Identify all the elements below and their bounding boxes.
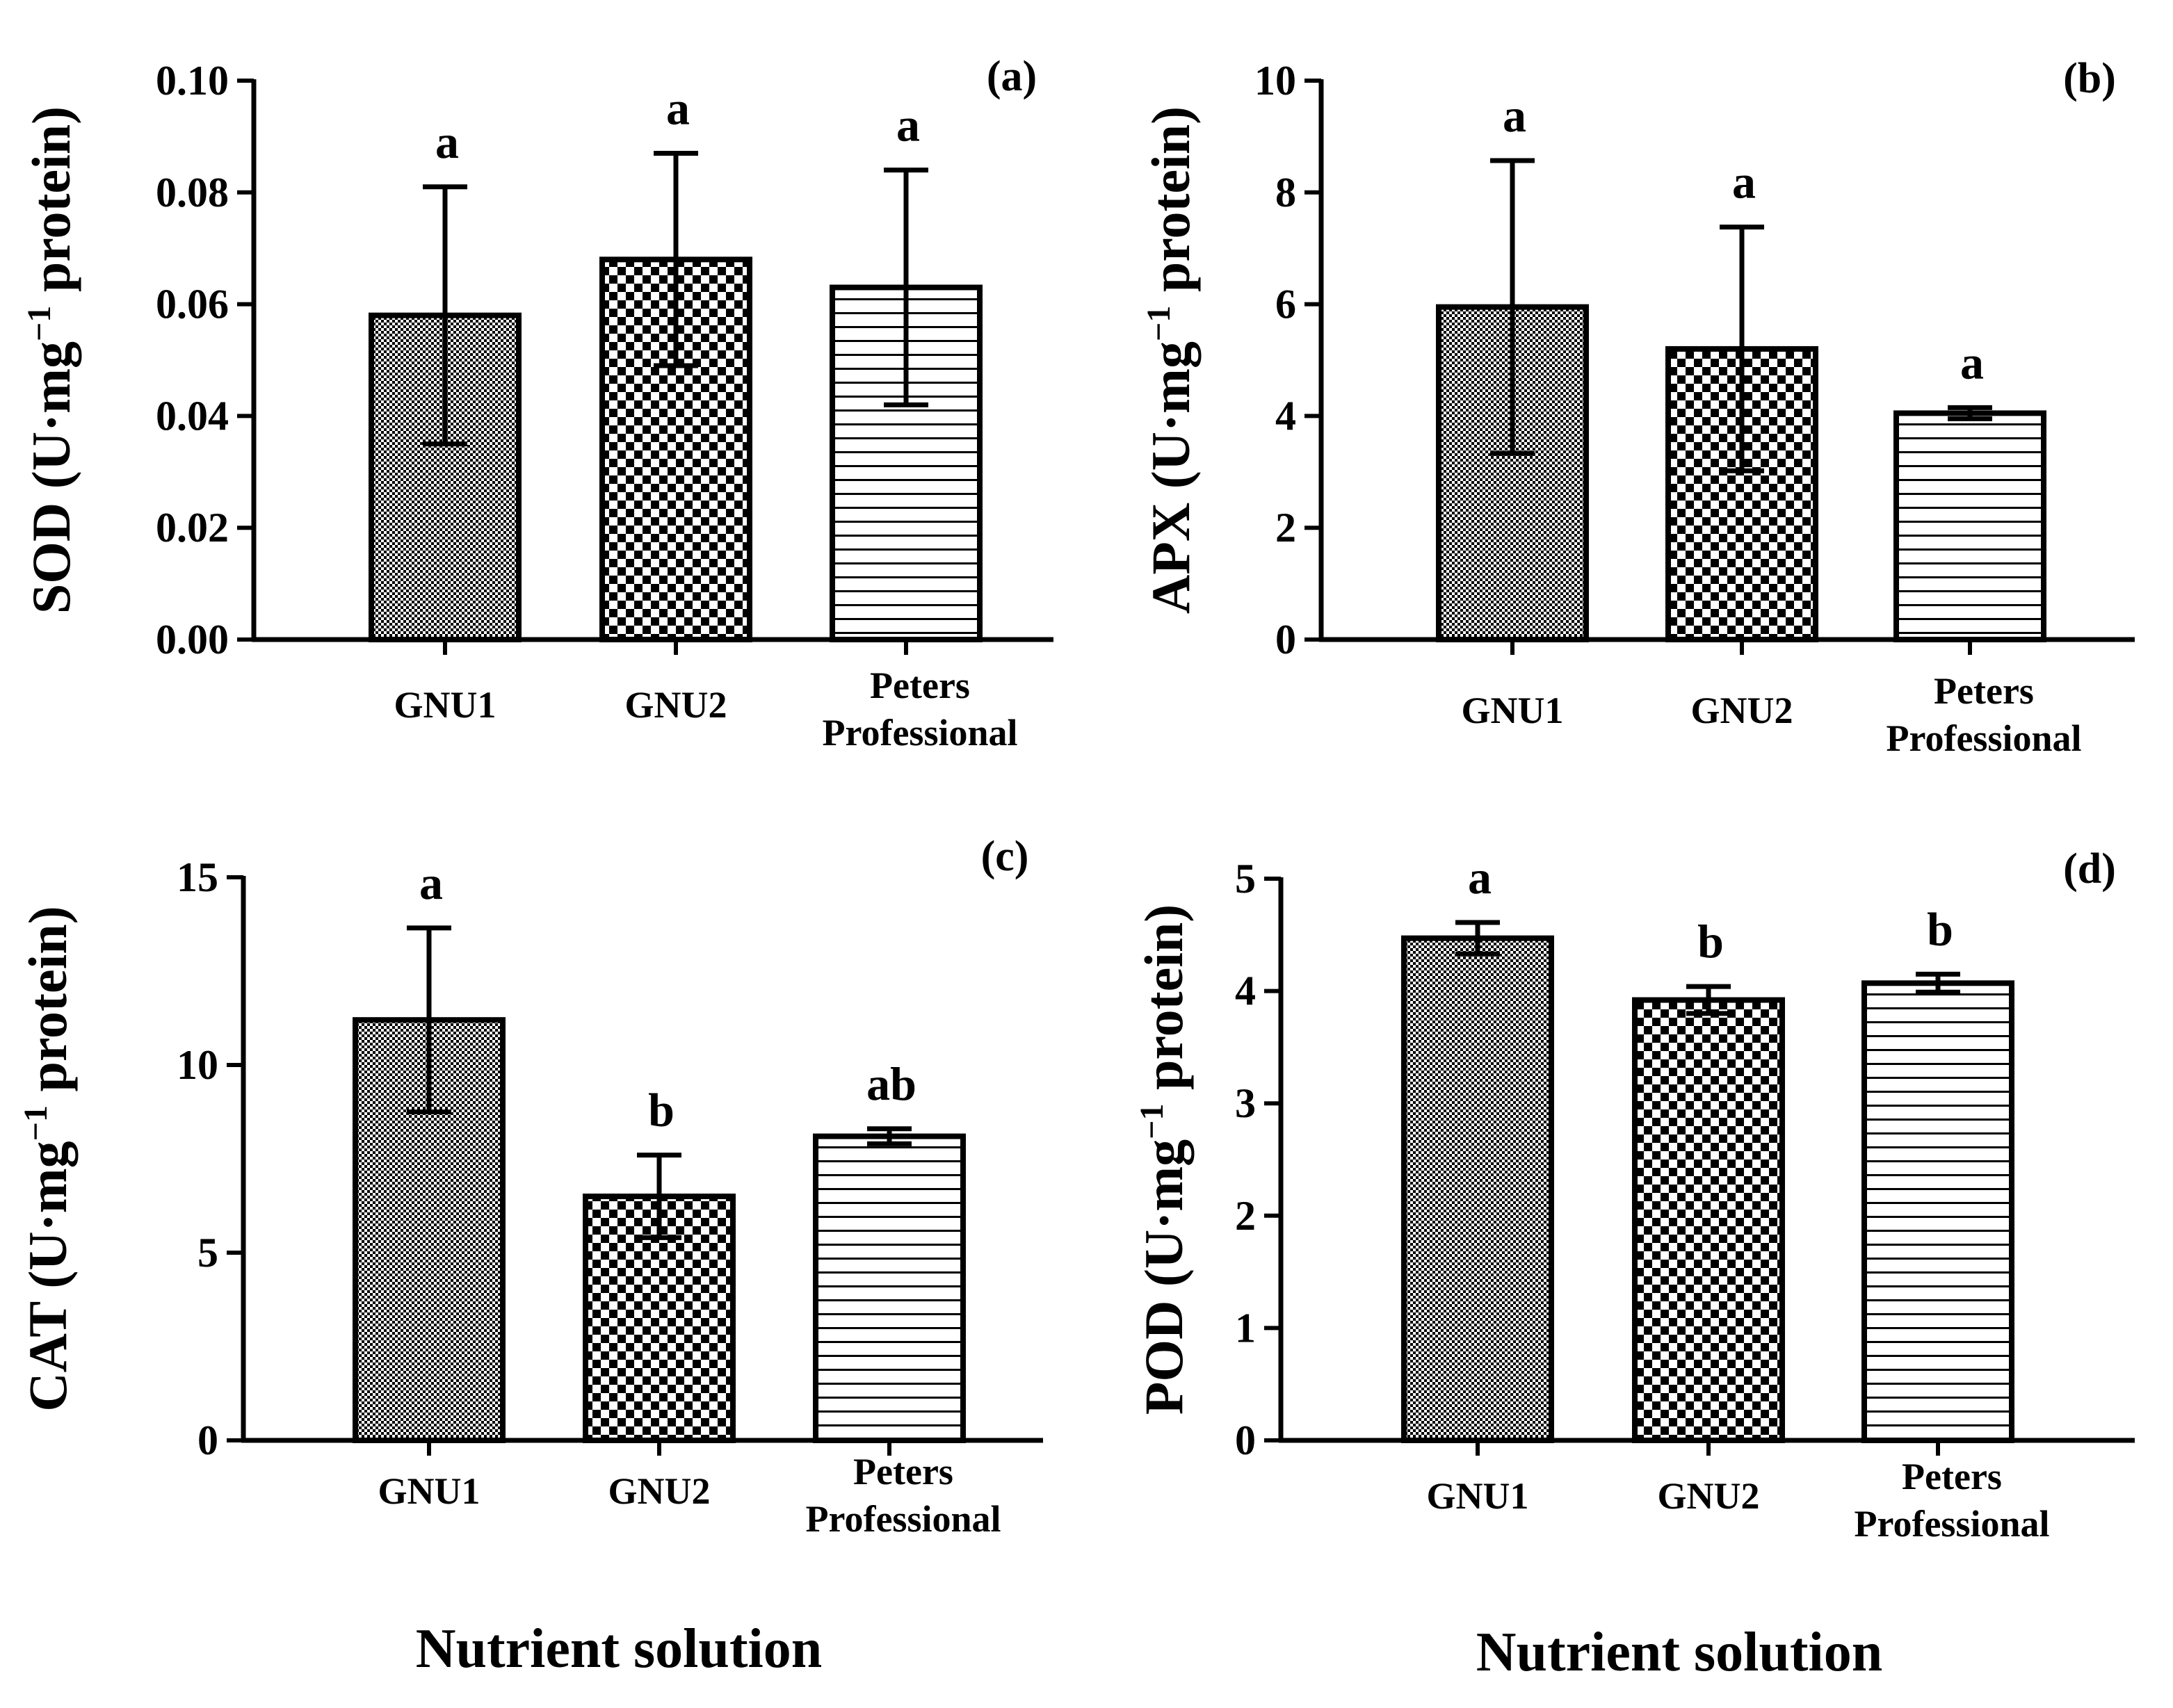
panel-tag: (a) (987, 53, 1037, 100)
y-axis-title-main: CAT (U·mg (17, 1141, 78, 1411)
significance-letter: a (1503, 89, 1526, 142)
y-axis-title-main: POD (U·mg (1133, 1139, 1194, 1415)
bar (813, 1133, 966, 1443)
category-label: Professional (1855, 1503, 2050, 1545)
panels: a GNU1 a GNU2 a Peters Professional 0.00 0.02 0.0… (17, 53, 2135, 1683)
y-tick-label: 4 (1235, 968, 1256, 1014)
y-tick-label: 15 (177, 854, 218, 900)
chart-panel: a GNU1 b GNU2 b Peters Professional 0 1 2 3 4 5 (d) PO… (1133, 845, 2135, 1683)
y-tick-label: 8 (1275, 170, 1296, 215)
y-tick-label: 10 (177, 1042, 218, 1088)
category-label: Peters (853, 1451, 953, 1493)
category-label: Professional (823, 712, 1018, 754)
y-tick-label: 0 (1235, 1417, 1256, 1463)
y-axis-title-superscript: −1 (1133, 1103, 1170, 1139)
bar (1401, 935, 1554, 1443)
y-tick-label: 10 (1254, 58, 1296, 104)
panel-tag: (c) (981, 833, 1029, 880)
y-tick-label: 0.10 (156, 58, 229, 104)
category-label: GNU2 (1691, 690, 1793, 731)
y-tick-label: 2 (1275, 505, 1296, 551)
significance-letter: a (419, 856, 443, 909)
category-label: Professional (806, 1498, 1001, 1540)
chart-panel: a GNU1 b GNU2 ab Peters Professional 0 5 10 15 (c) C… (17, 833, 1043, 1679)
panel-tag: (d) (2063, 845, 2116, 893)
significance-letter: b (1697, 915, 1724, 968)
y-tick-label: 0.08 (156, 170, 229, 215)
panel-tag: (b) (2063, 55, 2116, 102)
y-axis-title-superscript: −1 (21, 306, 58, 341)
significance-letter: a (1732, 156, 1756, 209)
x-axis-title: Nutrient solution (416, 1618, 823, 1679)
y-axis-title-superscript: −1 (1140, 306, 1177, 341)
category-label: GNU1 (1462, 690, 1564, 731)
y-axis-title-main: SOD (U·mg (21, 341, 81, 614)
significance-letter: a (1468, 851, 1492, 904)
chart-panel: a GNU1 a GNU2 a Peters Professional 0.00 0.02 0.0… (21, 53, 1053, 754)
category-label: Professional (1887, 717, 2082, 759)
significance-letter: a (896, 99, 920, 152)
category-label: GNU1 (394, 684, 496, 726)
significance-letter: ab (866, 1057, 916, 1110)
y-axis-title: APX (U·mg−1 protein) (1140, 106, 1201, 614)
category-label: GNU1 (378, 1470, 480, 1512)
category-label: Peters (1902, 1456, 2002, 1497)
y-axis-title-unit: protein) (21, 106, 81, 306)
significance-letter: a (1960, 336, 1984, 389)
x-axis-title: Nutrient solution (1476, 1622, 1883, 1683)
bar (1436, 304, 1589, 642)
y-tick-label: 0 (197, 1417, 218, 1463)
category-label: Peters (870, 665, 970, 706)
bar (1893, 410, 2046, 642)
y-tick-label: 0.06 (156, 282, 229, 327)
significance-letter: a (435, 115, 459, 168)
y-axis-title-unit: protein) (17, 906, 78, 1105)
y-tick-label: 5 (197, 1230, 218, 1276)
y-tick-label: 0.00 (156, 617, 229, 662)
bar (1861, 980, 2014, 1443)
y-tick-label: 0 (1275, 617, 1296, 662)
category-label: GNU2 (1658, 1475, 1760, 1517)
category-label: GNU2 (625, 684, 727, 726)
y-tick-label: 3 (1235, 1080, 1256, 1126)
y-tick-label: 4 (1275, 393, 1296, 439)
y-tick-label: 0.04 (156, 393, 229, 439)
y-tick-label: 2 (1235, 1193, 1256, 1239)
category-label: Peters (1934, 670, 2034, 712)
y-axis-title: CAT (U·mg−1 protein) (17, 906, 78, 1411)
category-label: GNU1 (1427, 1475, 1529, 1517)
y-tick-label: 5 (1235, 856, 1256, 902)
significance-letter: b (648, 1084, 674, 1137)
significance-letter: b (1927, 902, 1953, 955)
chart-panel: a GNU1 a GNU2 a Peters Professional 0 2 4 6 8 10 (b) A… (1140, 55, 2135, 759)
category-label: GNU2 (608, 1470, 711, 1512)
y-axis-title-main: APX (U·mg (1140, 341, 1201, 614)
y-tick-label: 1 (1235, 1305, 1256, 1351)
y-axis-title-superscript: −1 (17, 1105, 54, 1141)
bar (1632, 997, 1785, 1443)
y-tick-label: 6 (1275, 282, 1296, 327)
significance-letter: a (666, 82, 690, 135)
y-tick-label: 0.02 (156, 505, 229, 551)
y-axis-title-unit: protein) (1140, 106, 1201, 306)
y-axis-title: POD (U·mg−1 protein) (1133, 904, 1194, 1415)
y-axis-title-unit: protein) (1133, 904, 1194, 1104)
y-axis-title: SOD (U·mg−1 protein) (21, 106, 81, 614)
